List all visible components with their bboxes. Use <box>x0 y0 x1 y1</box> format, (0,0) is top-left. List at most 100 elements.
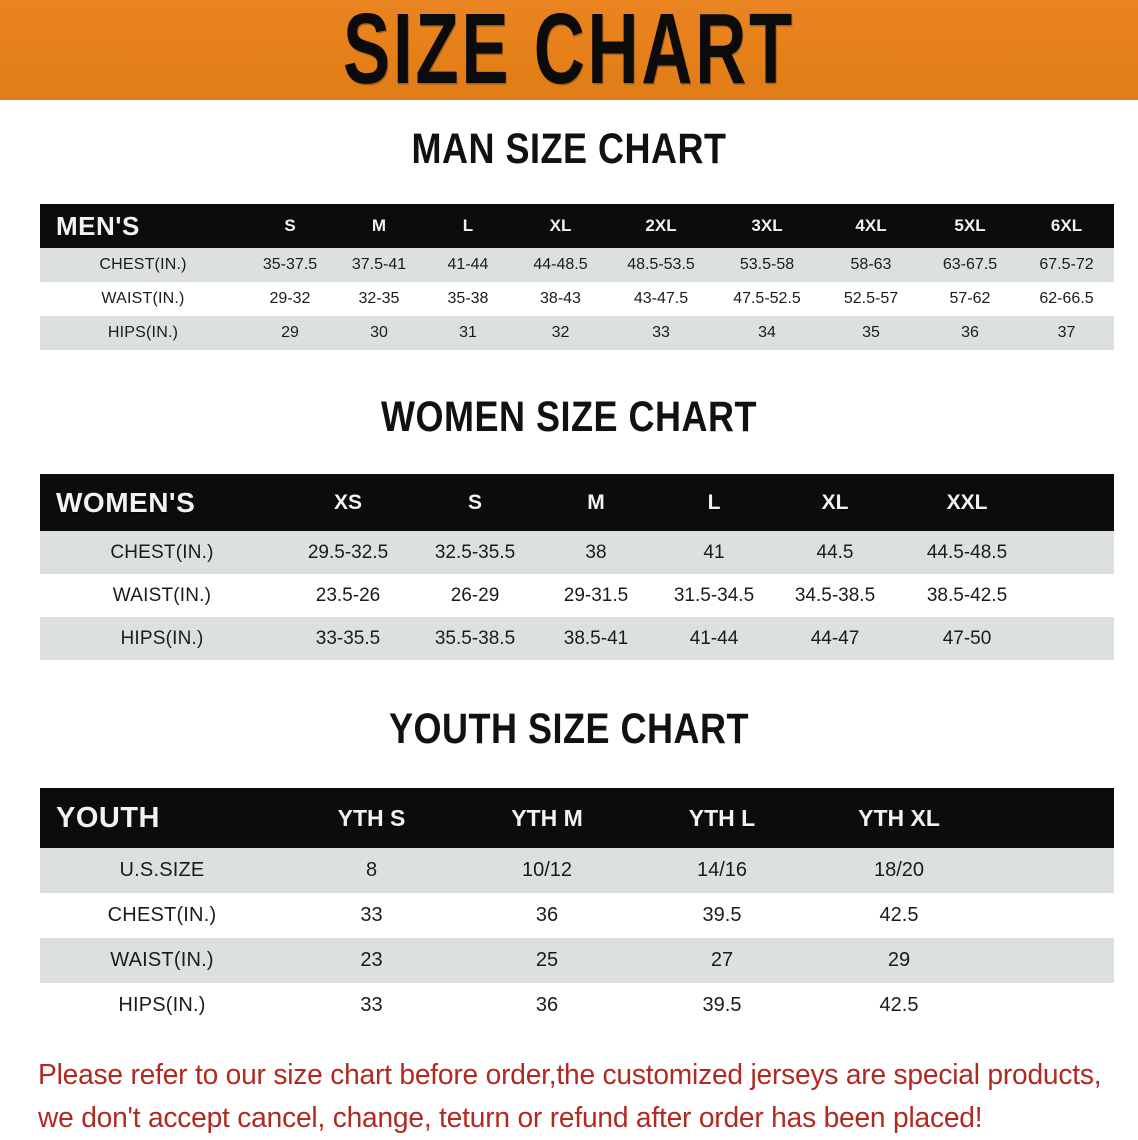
women-cell-waist-s: 26-29 <box>450 584 500 606</box>
women-cell-hips-l: 41-44 <box>689 627 739 649</box>
women-table-wrapper: WOMEN'S XS S M L XL XXL CHEST(IN.) 29.5-… <box>40 474 1114 660</box>
youth-section-title: YOUTH SIZE CHART <box>388 704 749 753</box>
table-row: HIPS(IN.) 29 30 31 32 33 34 35 36 37 <box>40 316 1114 350</box>
youth-cell-ussize-spacer <box>989 848 1114 893</box>
man-cell-hips-6xl: 37 <box>1057 324 1076 341</box>
man-cell-hips-5xl: 36 <box>961 324 979 341</box>
table-row: HIPS(IN.) 33-35.5 35.5-38.5 38.5-41 41-4… <box>40 617 1114 660</box>
youth-cell-ussize-m: 10/12 <box>521 859 573 881</box>
women-cell-hips-xxl: 47-50 <box>942 627 992 649</box>
youth-table-wrapper: YOUTH YTH S YTH M YTH L YTH XL U.S.SIZE … <box>40 788 1114 1028</box>
women-col-header-s: S <box>467 490 482 514</box>
man-table-head: MEN'S S M L XL 2XL 3XL 4XL 5XL 6XL <box>40 204 1114 248</box>
table-row: WAIST(IN.) 23.5-26 26-29 29-31.5 31.5-34… <box>40 574 1114 617</box>
man-cell-chest-3xl: 53.5-58 <box>739 256 795 273</box>
disclaimer-line-2: we don't accept cancel, change, teturn o… <box>38 1101 983 1134</box>
man-col-header-xl: XL <box>549 216 572 235</box>
women-cell-waist-xxl: 38.5-42.5 <box>926 584 1008 606</box>
youth-col-header-l: YTH L <box>688 804 756 831</box>
table-row: CHEST(IN.) 35-37.5 37.5-41 41-44 44-48.5… <box>40 248 1114 282</box>
page-banner: SIZE CHART <box>0 0 1138 100</box>
women-col-header-xs: XS <box>333 490 362 514</box>
youth-col-header-xl: YTH XL <box>858 804 940 831</box>
man-cell-chest-l: 41-44 <box>447 256 489 273</box>
youth-cell-chest-s: 33 <box>360 904 383 926</box>
youth-cell-waist-xl: 29 <box>887 949 911 971</box>
man-cell-hips-m: 30 <box>370 324 388 341</box>
man-cell-hips-4xl: 35 <box>862 324 880 341</box>
youth-size-table: YOUTH YTH S YTH M YTH L YTH XL U.S.SIZE … <box>40 788 1114 1028</box>
women-cell-hips-s: 35.5-38.5 <box>434 627 516 649</box>
youth-cell-waist-l: 27 <box>710 949 734 971</box>
man-size-table: MEN'S S M L XL 2XL 3XL 4XL 5XL 6XL CHEST… <box>40 204 1114 350</box>
women-row-label-hips: HIPS(IN.) <box>120 627 204 649</box>
disclaimer-text: Please refer to our size chart before or… <box>38 1054 1102 1140</box>
table-row: HIPS(IN.) 33 36 39.5 42.5 <box>40 983 1114 1028</box>
man-cell-waist-xl: 38-43 <box>540 290 581 307</box>
table-row: CHEST(IN.) 29.5-32.5 32.5-35.5 38 41 44.… <box>40 531 1114 574</box>
women-col-header-xl: XL <box>821 490 849 514</box>
youth-cell-hips-xl: 42.5 <box>879 994 919 1016</box>
youth-col-header-s: YTH S <box>337 804 406 831</box>
youth-col-header-m: YTH M <box>511 804 583 831</box>
youth-cell-chest-xl: 42.5 <box>879 904 919 926</box>
man-cell-chest-4xl: 58-63 <box>850 256 892 273</box>
table-row: CHEST(IN.) 33 36 39.5 42.5 <box>40 893 1114 938</box>
man-cell-waist-6xl: 62-66.5 <box>1039 290 1094 307</box>
women-cell-chest-xs: 29.5-32.5 <box>307 541 389 563</box>
youth-cell-ussize-l: 14/16 <box>696 859 748 881</box>
youth-row-label-chest: CHEST(IN.) <box>107 904 217 926</box>
man-cell-chest-xl: 44-48.5 <box>533 256 588 273</box>
youth-table-head: YOUTH YTH S YTH M YTH L YTH XL <box>40 788 1114 848</box>
man-col-header-2xl: 2XL <box>645 216 677 235</box>
youth-cell-ussize-s: 8 <box>365 859 378 881</box>
youth-cell-chest-l: 39.5 <box>702 904 742 926</box>
man-cell-chest-m: 37.5-41 <box>351 256 407 273</box>
man-col-header-3xl: 3XL <box>751 216 783 235</box>
youth-row-label-hips: HIPS(IN.) <box>118 994 206 1016</box>
man-row-label-chest: CHEST(IN.) <box>99 256 187 273</box>
man-cell-waist-5xl: 57-62 <box>949 290 991 307</box>
man-cell-waist-m: 32-35 <box>358 290 400 307</box>
youth-header-row: YOUTH YTH S YTH M YTH L YTH XL <box>40 788 1114 848</box>
man-col-header-m: M <box>371 216 387 235</box>
man-corner-label: MEN'S <box>56 210 140 241</box>
youth-cell-hips-m: 36 <box>535 994 559 1016</box>
youth-cell-hips-s: 33 <box>360 994 383 1016</box>
man-cell-hips-3xl: 34 <box>758 324 776 341</box>
women-size-table: WOMEN'S XS S M L XL XXL CHEST(IN.) 29.5-… <box>40 474 1114 660</box>
youth-cell-hips-spacer <box>989 983 1114 1028</box>
youth-corner-label: YOUTH <box>56 801 160 834</box>
youth-cell-chest-m: 36 <box>535 904 559 926</box>
women-col-header-spacer <box>1038 474 1114 531</box>
man-header-row: MEN'S S M L XL 2XL 3XL 4XL 5XL 6XL <box>40 204 1114 248</box>
women-cell-hips-spacer <box>1038 617 1114 660</box>
youth-col-header-spacer <box>989 788 1114 848</box>
man-cell-waist-3xl: 47.5-52.5 <box>733 290 801 307</box>
man-row-label-waist: WAIST(IN.) <box>101 290 185 307</box>
man-row-label-hips: HIPS(IN.) <box>107 324 179 341</box>
man-cell-hips-l: 31 <box>459 324 477 341</box>
youth-table-body: U.S.SIZE 8 10/12 14/16 18/20 CHEST(IN.) … <box>40 848 1114 1028</box>
man-cell-chest-2xl: 48.5-53.5 <box>627 256 695 273</box>
man-cell-waist-s: 29-32 <box>269 290 311 307</box>
women-table-body: CHEST(IN.) 29.5-32.5 32.5-35.5 38 41 44.… <box>40 531 1114 660</box>
women-table-head: WOMEN'S XS S M L XL XXL <box>40 474 1114 531</box>
youth-cell-waist-spacer <box>989 938 1114 983</box>
women-header-row: WOMEN'S XS S M L XL XXL <box>40 474 1114 531</box>
women-cell-hips-m: 38.5-41 <box>563 627 629 649</box>
women-cell-waist-l: 31.5-34.5 <box>673 584 755 606</box>
women-cell-chest-s: 32.5-35.5 <box>434 541 516 563</box>
man-cell-waist-4xl: 52.5-57 <box>843 290 899 307</box>
youth-cell-ussize-xl: 18/20 <box>873 859 925 881</box>
man-cell-chest-s: 35-37.5 <box>262 256 318 273</box>
man-col-header-s: S <box>284 216 296 235</box>
women-cell-chest-xl: 44.5 <box>816 541 854 563</box>
women-cell-chest-spacer <box>1038 531 1114 574</box>
youth-cell-waist-s: 23 <box>360 949 383 971</box>
man-cell-chest-6xl: 67.5-72 <box>1039 256 1094 273</box>
table-row: WAIST(IN.) 29-32 32-35 35-38 38-43 43-47… <box>40 282 1114 316</box>
women-corner-label: WOMEN'S <box>56 486 196 518</box>
youth-cell-hips-l: 39.5 <box>702 994 742 1016</box>
